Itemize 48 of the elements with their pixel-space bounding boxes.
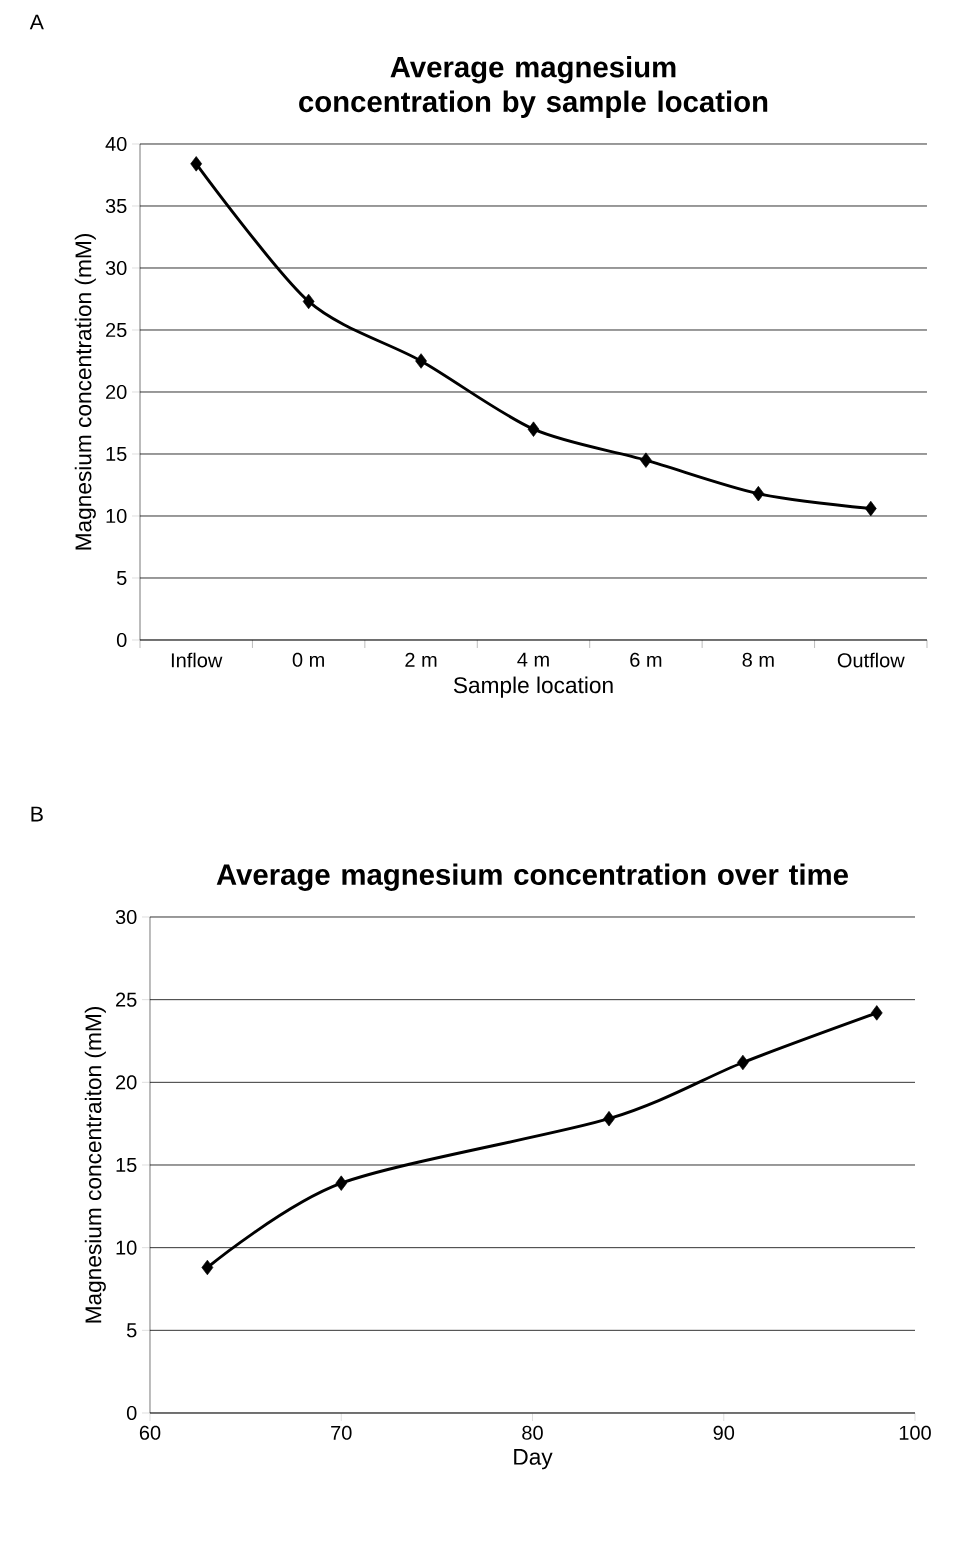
point <box>415 353 427 369</box>
point <box>603 1111 615 1127</box>
y-tick-label: 10 <box>106 508 127 524</box>
y-tick-label: 40 <box>105 136 127 152</box>
chart-title: Average magnesium concentration over time <box>216 863 848 891</box>
y-tick-label: 35 <box>105 198 127 214</box>
y-tick-label: 30 <box>115 909 137 925</box>
y-tick-label: 5 <box>126 1323 137 1338</box>
x-tick-label: 0 m <box>292 652 324 667</box>
x-tick-label: 8 m <box>742 652 774 667</box>
y-tick-label: 5 <box>116 571 127 585</box>
y-axis-title: Magnesium concentraiton (mM) <box>84 1007 106 1323</box>
x-tick-label: 70 <box>331 1425 352 1440</box>
point <box>870 1005 883 1021</box>
y-tick-label: 25 <box>106 322 127 338</box>
y-tick-label: 15 <box>106 447 127 461</box>
point <box>737 1054 749 1071</box>
y-tick-label: 25 <box>116 992 137 1007</box>
text: A <box>29 14 44 30</box>
x-axis-title: Sample location <box>453 676 613 698</box>
x-tick-label: 90 <box>713 1425 735 1440</box>
y-tick-label: 20 <box>116 1075 137 1090</box>
point <box>640 452 652 468</box>
x-tick-label: 6 m <box>630 652 662 667</box>
y-tick-label: 0 <box>126 1405 137 1421</box>
text: B <box>31 806 43 822</box>
point <box>335 1175 348 1191</box>
x-tick-label: 100 <box>899 1425 931 1440</box>
y-tick-label: 30 <box>105 260 127 276</box>
point <box>752 485 765 502</box>
point <box>201 1259 214 1276</box>
x-tick-label: 80 <box>522 1425 543 1440</box>
x-tick-label: 60 <box>139 1425 161 1440</box>
point <box>190 156 203 172</box>
y-tick-label: 20 <box>106 384 127 400</box>
x-tick-label: Outflow <box>837 652 905 668</box>
y-tick-label: 10 <box>116 1240 137 1255</box>
y-axis-title: Magnesium concentration (mM) <box>74 234 96 550</box>
x-tick-label: 2 m <box>405 652 437 667</box>
point <box>302 293 315 310</box>
x-tick-label: Inflow <box>171 652 223 668</box>
x-axis-title: Day <box>514 1449 553 1470</box>
point <box>527 421 540 437</box>
y-tick-label: 0 <box>116 632 127 648</box>
y-tick-label: 15 <box>116 1158 137 1172</box>
chart-title: Average magnesium concentration by sample location <box>299 55 768 118</box>
x-tick-label: 4 m <box>517 652 549 667</box>
point <box>864 500 877 517</box>
